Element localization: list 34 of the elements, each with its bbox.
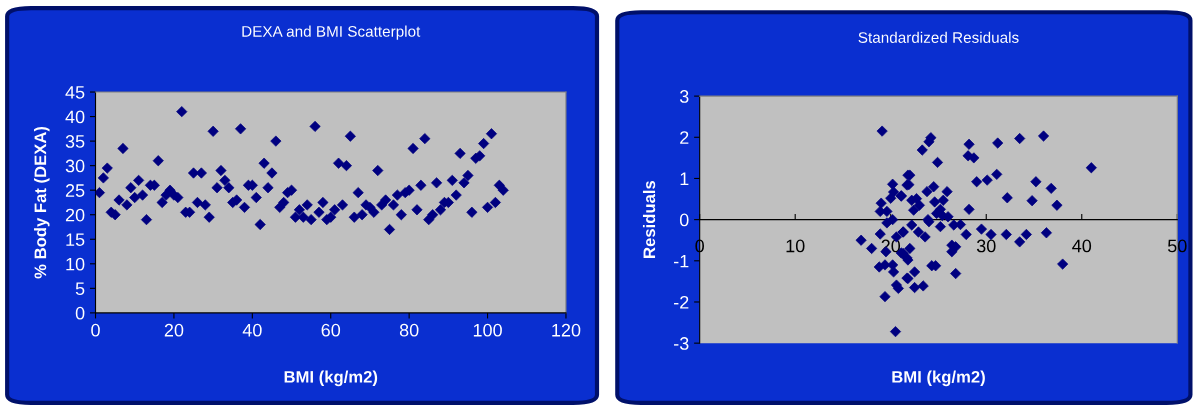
y-tick-label: 25 [65,184,85,197]
x-tick-label: 20 [164,323,184,337]
x-tick-label: 80 [399,323,419,337]
x-tick-label: 0 [91,323,100,337]
x-tick-label: 40 [1072,239,1092,253]
y-tick-label: 30 [65,159,85,173]
x-tick-label: 30 [976,239,996,253]
y-tick-label: 0 [75,306,85,320]
chart-title: DEXA and BMI Scatterplot [242,25,421,40]
y-tick-label: 20 [65,208,85,222]
y-tick-label: 45 [65,86,85,99]
y-tick-label: 15 [66,233,85,246]
x-axis-title: BMI (kg/m2) [284,370,378,387]
y-tick-label: 3 [679,90,689,103]
x-tick-label: 60 [321,323,341,337]
x-tick-label: 10 [786,239,805,253]
y-tick-label: -2 [674,295,689,309]
y-axis-title: Residuals [642,180,656,258]
y-axis-title: % Body Fat (DEXA) [34,126,50,279]
y-tick-label: -3 [674,337,689,350]
y-tick-label: -1 [674,254,689,268]
x-tick-label: 0 [695,239,704,253]
x-tick-label: 120 [552,323,581,337]
y-tick-label: 2 [680,131,689,144]
chart-title: Standardized Residuals [858,31,1019,43]
x-axis-title: BMI (kg/m2) [892,370,985,387]
x-tick-label: 100 [473,323,502,337]
y-tick-label: 0 [679,213,689,227]
y-tick-label: 35 [65,135,85,148]
y-tick-label: 5 [75,282,85,296]
x-tick-label: 40 [242,323,262,337]
y-tick-label: 40 [65,110,85,124]
y-tick-label: 1 [680,172,689,185]
y-tick-label: 10 [66,257,85,271]
